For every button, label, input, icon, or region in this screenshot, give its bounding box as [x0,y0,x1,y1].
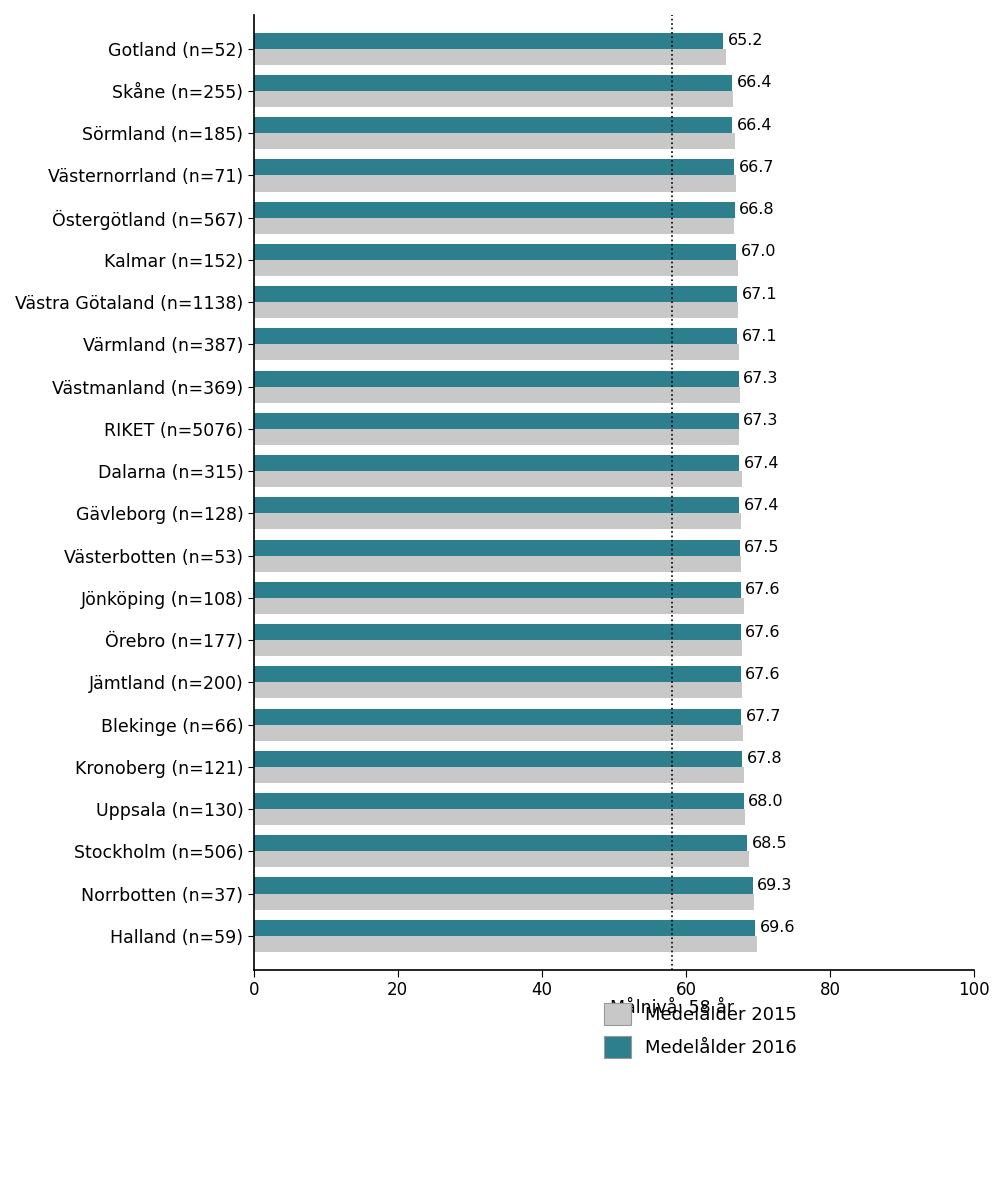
Bar [253,344,740,361]
Text: 67.4: 67.4 [744,498,779,513]
Text: 67.8: 67.8 [747,752,782,766]
Bar [253,539,740,556]
Text: 67.6: 67.6 [745,583,781,597]
Text: 67.7: 67.7 [746,709,781,725]
Text: 67.6: 67.6 [745,667,781,682]
Bar [253,329,737,344]
Bar [253,429,739,444]
Bar [253,582,741,598]
Bar [253,117,732,134]
Bar [253,387,740,403]
Text: 67.3: 67.3 [743,371,778,387]
Bar [253,708,742,725]
Text: 65.2: 65.2 [728,33,763,48]
Bar [253,455,740,472]
Bar [253,641,742,656]
Bar [253,877,753,894]
Bar [253,793,744,808]
Bar [253,751,742,767]
Bar [253,217,735,234]
Text: 67.3: 67.3 [743,414,778,428]
Text: 69.6: 69.6 [760,921,795,935]
Bar [253,472,742,487]
Text: 67.1: 67.1 [742,287,777,301]
Bar [253,286,737,303]
Bar [253,682,742,699]
Bar [253,33,724,48]
Bar [253,513,741,530]
Text: 66.7: 66.7 [739,160,774,175]
Bar [253,598,744,613]
Bar [253,894,755,910]
Bar [253,936,757,952]
Text: 68.0: 68.0 [748,793,784,808]
Bar [253,498,740,513]
Text: 66.4: 66.4 [737,118,772,132]
Bar [253,202,735,217]
Bar [253,91,733,108]
Text: 67.6: 67.6 [745,624,781,639]
Bar [253,808,745,825]
Bar [253,413,739,429]
Bar [253,920,755,936]
Bar [253,48,726,65]
Bar [253,767,745,782]
Bar [253,371,739,387]
Text: 67.4: 67.4 [744,455,779,470]
Bar [253,243,737,260]
Text: 67.0: 67.0 [741,245,776,259]
Bar [253,836,748,851]
Bar [253,851,749,868]
Text: 66.8: 66.8 [740,202,775,217]
Bar [253,175,737,191]
Text: 66.4: 66.4 [737,76,772,91]
Text: Målnivå: 58 år: Målnivå: 58 år [610,999,734,1017]
Text: 67.5: 67.5 [745,540,780,556]
Bar [253,556,742,572]
Bar [253,260,738,277]
Text: 68.5: 68.5 [752,836,787,851]
Legend: Medelålder 2015, Medelålder 2016: Medelålder 2015, Medelålder 2016 [596,996,804,1065]
Text: 69.3: 69.3 [758,878,793,892]
Bar [253,725,743,741]
Bar [253,134,735,149]
Bar [253,303,738,318]
Bar [253,624,741,641]
Bar [253,667,741,682]
Bar [253,74,732,91]
Text: 67.1: 67.1 [742,329,777,344]
Bar [253,160,735,175]
